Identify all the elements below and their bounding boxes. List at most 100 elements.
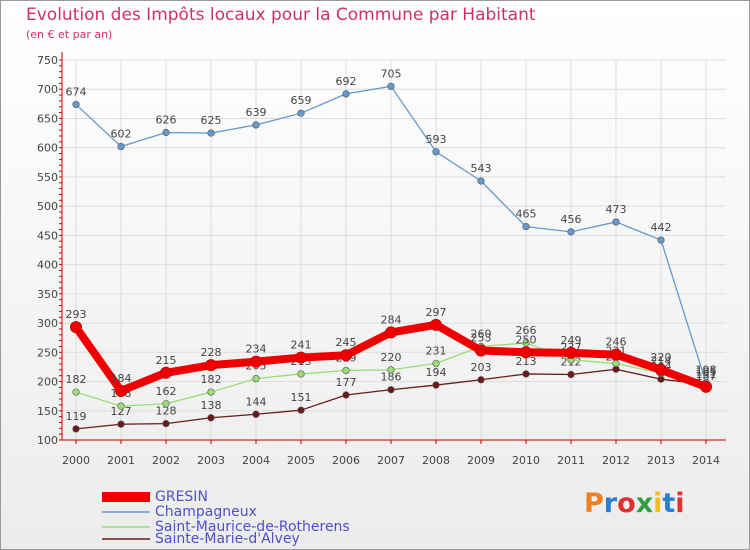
data-point-gresin-2010 (520, 346, 532, 359)
data-label-sainte-marie-d-alvey-2000: 119 (66, 410, 87, 423)
data-label-champagneux-2013: 442 (651, 221, 672, 234)
y-tick-label-650: 650 (37, 112, 58, 125)
data-label-gresin-2011: 249 (561, 334, 582, 347)
data-label-gresin-2007: 284 (381, 313, 402, 326)
data-point-sainte-marie-d-alvey-2007 (387, 386, 395, 394)
x-tick-label-2002: 2002 (152, 454, 180, 467)
x-tick-label-2010: 2010 (512, 454, 540, 467)
data-point-champagneux-2011 (567, 228, 575, 236)
data-point-champagneux-2007 (387, 82, 395, 90)
data-point-sainte-marie-d-alvey-2009 (477, 376, 485, 384)
data-point-saint-maurice-de-rotherens-2005 (297, 370, 305, 378)
logo-letter: P (584, 488, 604, 519)
data-label-gresin-2002: 215 (156, 354, 177, 367)
data-point-champagneux-2002 (162, 128, 170, 137)
x-tick-label-2009: 2009 (467, 454, 495, 467)
data-point-gresin-2001 (115, 384, 127, 397)
y-tick-label-350: 350 (37, 288, 58, 301)
data-point-saint-maurice-de-rotherens-2007 (387, 366, 395, 374)
y-tick-label-450: 450 (37, 229, 58, 242)
logo-letter: i (675, 488, 685, 519)
x-tick-label-2000: 2000 (62, 454, 90, 467)
data-point-sainte-marie-d-alvey-2008 (432, 381, 440, 389)
data-label-champagneux-2000: 674 (66, 85, 87, 98)
logo-letter: t (662, 488, 676, 519)
logo-letter: x (635, 488, 654, 519)
data-point-saint-maurice-de-rotherens-2000 (72, 388, 80, 396)
data-point-gresin-2011 (565, 346, 577, 359)
data-point-champagneux-2003 (207, 129, 215, 137)
x-tick-label-2007: 2007 (377, 454, 405, 467)
data-point-champagneux-2006 (342, 90, 350, 98)
data-label-champagneux-2005: 659 (291, 94, 312, 107)
data-point-champagneux-2001 (117, 142, 125, 151)
data-label-gresin-2001: 184 (111, 372, 132, 385)
data-label-champagneux-2006: 692 (336, 75, 357, 88)
x-tick-label-2013: 2013 (647, 454, 675, 467)
x-tick-label-2011: 2011 (557, 454, 585, 467)
data-label-saint-maurice-de-rotherens-2000: 182 (66, 373, 87, 386)
data-point-champagneux-2004 (252, 121, 260, 129)
proxiti-logo: Proxiti (584, 488, 685, 519)
data-label-sainte-marie-d-alvey-2014: 195 (696, 365, 717, 378)
data-label-gresin-2013: 220 (651, 351, 672, 364)
data-point-sainte-marie-d-alvey-2001 (117, 420, 125, 428)
data-label-saint-maurice-de-rotherens-2008: 231 (426, 344, 447, 357)
data-label-saint-maurice-de-rotherens-2007: 220 (381, 351, 402, 364)
x-tick-label-2003: 2003 (197, 454, 225, 467)
data-label-sainte-marie-d-alvey-2005: 151 (291, 391, 312, 404)
data-label-champagneux-2003: 625 (201, 114, 222, 127)
data-label-champagneux-2004: 639 (246, 106, 267, 119)
data-label-sainte-marie-d-alvey-2007: 186 (381, 371, 402, 384)
data-point-gresin-2003 (205, 359, 217, 372)
y-tick-label-750: 750 (37, 54, 58, 67)
data-point-champagneux-2012 (612, 218, 620, 226)
data-point-gresin-2007 (385, 326, 397, 339)
data-label-saint-maurice-de-rotherens-2009: 260 (471, 327, 492, 340)
data-label-champagneux-2001: 602 (111, 128, 132, 141)
data-label-champagneux-2010: 465 (516, 208, 537, 221)
data-point-gresin-2004 (250, 355, 262, 368)
data-label-champagneux-2011: 456 (561, 213, 582, 226)
logo-letter: i (653, 488, 663, 519)
data-label-gresin-2000: 293 (66, 308, 87, 321)
data-label-gresin-2003: 228 (201, 346, 222, 359)
data-label-saint-maurice-de-rotherens-2002: 162 (156, 385, 177, 398)
data-point-sainte-marie-d-alvey-2006 (342, 391, 350, 399)
data-point-gresin-2006 (340, 349, 352, 362)
data-point-gresin-2014 (700, 380, 712, 393)
data-point-saint-maurice-de-rotherens-2002 (162, 400, 170, 408)
data-label-sainte-marie-d-alvey-2009: 203 (471, 361, 492, 374)
data-label-champagneux-2008: 593 (426, 133, 447, 146)
y-tick-label-300: 300 (37, 317, 58, 330)
data-label-gresin-2012: 246 (606, 336, 627, 349)
data-point-saint-maurice-de-rotherens-2012 (612, 359, 620, 368)
data-label-saint-maurice-de-rotherens-2003: 182 (201, 373, 222, 386)
y-tick-label-200: 200 (37, 376, 58, 389)
data-label-gresin-2006: 245 (336, 336, 357, 349)
data-label-champagneux-2014: 198 (696, 364, 717, 377)
data-point-champagneux-2008 (432, 148, 440, 156)
logo-letter: r (603, 488, 618, 519)
x-tick-label-2004: 2004 (242, 454, 270, 467)
data-label-sainte-marie-d-alvey-2010: 213 (516, 355, 537, 368)
legend-label-champagneux: Champagneux (155, 504, 257, 520)
y-tick-label-550: 550 (37, 171, 58, 184)
data-label-sainte-marie-d-alvey-2003: 138 (201, 399, 222, 412)
data-point-champagneux-2009 (477, 177, 485, 185)
data-point-sainte-marie-d-alvey-2011 (567, 370, 575, 379)
data-point-sainte-marie-d-alvey-2004 (252, 410, 260, 418)
legend-label-gresin: GRESIN (155, 489, 208, 505)
x-tick-label-2012: 2012 (602, 454, 630, 467)
data-point-sainte-marie-d-alvey-2002 (162, 420, 170, 428)
legend-label-saint-maurice: Saint-Maurice-de-Rotherens (155, 519, 350, 535)
data-label-sainte-marie-d-alvey-2001: 127 (111, 405, 132, 418)
data-point-champagneux-2013 (657, 236, 665, 244)
data-label-sainte-marie-d-alvey-2002: 128 (156, 405, 177, 418)
data-label-champagneux-2012: 473 (606, 203, 627, 216)
data-label-saint-maurice-de-rotherens-2014: 187 (696, 370, 717, 383)
y-tick-label-400: 400 (37, 259, 58, 272)
data-label-gresin-2005: 241 (291, 339, 312, 352)
data-point-gresin-2012 (610, 348, 622, 361)
x-tick-label-2014: 2014 (692, 454, 720, 467)
